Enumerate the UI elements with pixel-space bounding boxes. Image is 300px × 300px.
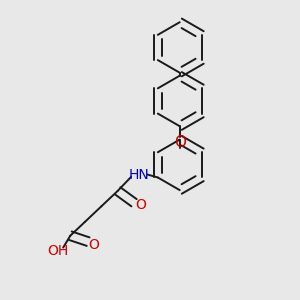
Text: HN: HN bbox=[128, 167, 149, 182]
Text: O: O bbox=[174, 135, 186, 150]
Text: O: O bbox=[136, 198, 146, 212]
Text: O: O bbox=[89, 238, 100, 252]
Text: OH: OH bbox=[47, 244, 68, 258]
